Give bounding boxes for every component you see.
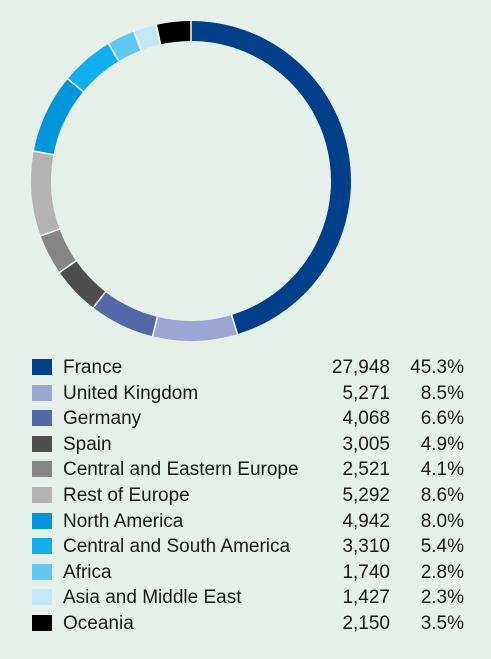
legend-label: France: [63, 357, 123, 378]
legend-swatch: [32, 538, 52, 555]
legend-value: 5,292: [342, 484, 390, 506]
legend-item: Asia and Middle East 1,427 2.3%: [32, 585, 472, 611]
donut-separator: [107, 42, 120, 63]
donut-slice-central-and-south-america: [67, 43, 120, 92]
legend-swatch: [32, 384, 52, 401]
legend-percent: 5.4%: [420, 536, 464, 558]
legend-value: 3,310: [342, 536, 390, 558]
legend-percent: 8.5%: [420, 382, 464, 404]
legend-value: 5,271: [342, 382, 390, 404]
legend-swatch: [32, 461, 52, 478]
donut-slice-spain: [59, 260, 106, 308]
legend-item: United Kingdom 5,271 8.5%: [32, 381, 472, 407]
legend-label: North America: [63, 510, 184, 532]
legend-percent: 8.0%: [420, 510, 464, 532]
legend-percent: 3.5%: [420, 612, 464, 634]
donut-chart-svg: [31, 20, 351, 341]
legend-value: 1,427: [342, 587, 390, 609]
legend-swatch: [32, 512, 52, 529]
legend-percent: 4.1%: [420, 459, 464, 481]
legend-label: Germany: [63, 408, 142, 430]
donut-slice-central-and-eastern-europe: [40, 228, 77, 273]
legend-percent: 2.3%: [420, 587, 464, 609]
legend-percent: 8.6%: [420, 484, 464, 506]
legend-value: 2,521: [342, 459, 390, 481]
legend-percent: 45.3%: [410, 357, 464, 378]
donut-slice-rest-of-europe: [31, 151, 60, 236]
legend-item: Spain 3,005 4.9%: [32, 432, 472, 458]
legend-label: Central and South America: [63, 536, 291, 558]
legend-label: Oceania: [63, 612, 134, 634]
legend-item: Central and South America 3,310 5.4%: [32, 534, 472, 560]
donut-slice-north-america: [33, 78, 84, 156]
legend-label: Rest of Europe: [63, 484, 190, 506]
legend-label: Africa: [63, 561, 112, 583]
legend-swatch: [32, 563, 52, 580]
donut-separator: [58, 259, 78, 274]
legend-swatch: [32, 614, 52, 631]
donut-slice-united-kingdom: [152, 314, 238, 341]
donut-separator: [39, 228, 61, 238]
legend-label: Central and Eastern Europe: [63, 459, 299, 481]
legend-percent: 2.8%: [420, 561, 464, 583]
donut-separator: [66, 77, 85, 93]
legend-value: 4,068: [342, 408, 390, 430]
donut-separator: [151, 315, 159, 338]
donut-separator: [92, 290, 107, 309]
legend-swatch: [32, 410, 52, 427]
legend-value: 1,740: [342, 561, 390, 583]
donut-separator: [32, 150, 55, 156]
chart-legend: France 27,948 45.3% United Kingdom 5,271 8.5%…: [32, 355, 472, 637]
donut-slice-africa: [108, 31, 142, 62]
donut-chart: [31, 20, 351, 341]
legend-swatch: [32, 589, 52, 606]
donut-separator: [132, 30, 143, 52]
legend-item: North America 4,942 8.0%: [32, 509, 472, 535]
legend-swatch: [32, 359, 52, 375]
donut-separator: [230, 313, 239, 336]
legend-value: 2,150: [342, 612, 390, 634]
legend-value: 27,948: [331, 357, 390, 378]
legend-percent: 6.6%: [420, 408, 464, 430]
donut-slice-germany: [93, 291, 158, 337]
legend-label: United Kingdom: [63, 382, 199, 404]
legend-label: Spain: [63, 433, 112, 455]
legend-value: 4,942: [342, 510, 390, 532]
legend-item: Africa 1,740 2.8%: [32, 560, 472, 586]
donut-slice-asia-and-middle-east: [133, 24, 161, 51]
donut-slice-france: [190, 21, 351, 335]
legend-swatch: [32, 435, 52, 452]
legend-item: Rest of Europe 5,292 8.6%: [32, 483, 472, 509]
legend-value: 3,005: [342, 433, 390, 455]
legend-item: France 27,948 45.3%: [32, 355, 472, 381]
legend-item: Germany 4,068 6.6%: [32, 406, 472, 432]
legend-swatch: [32, 486, 52, 503]
legend-item: Oceania 2,150 3.5%: [32, 611, 472, 637]
donut-slice-oceania: [156, 21, 192, 45]
legend-item: Central and Eastern Europe 2,521 4.1%: [32, 457, 472, 483]
legend-label: Asia and Middle East: [63, 587, 242, 609]
donut-separator: [155, 23, 162, 46]
legend-percent: 4.9%: [420, 433, 464, 455]
